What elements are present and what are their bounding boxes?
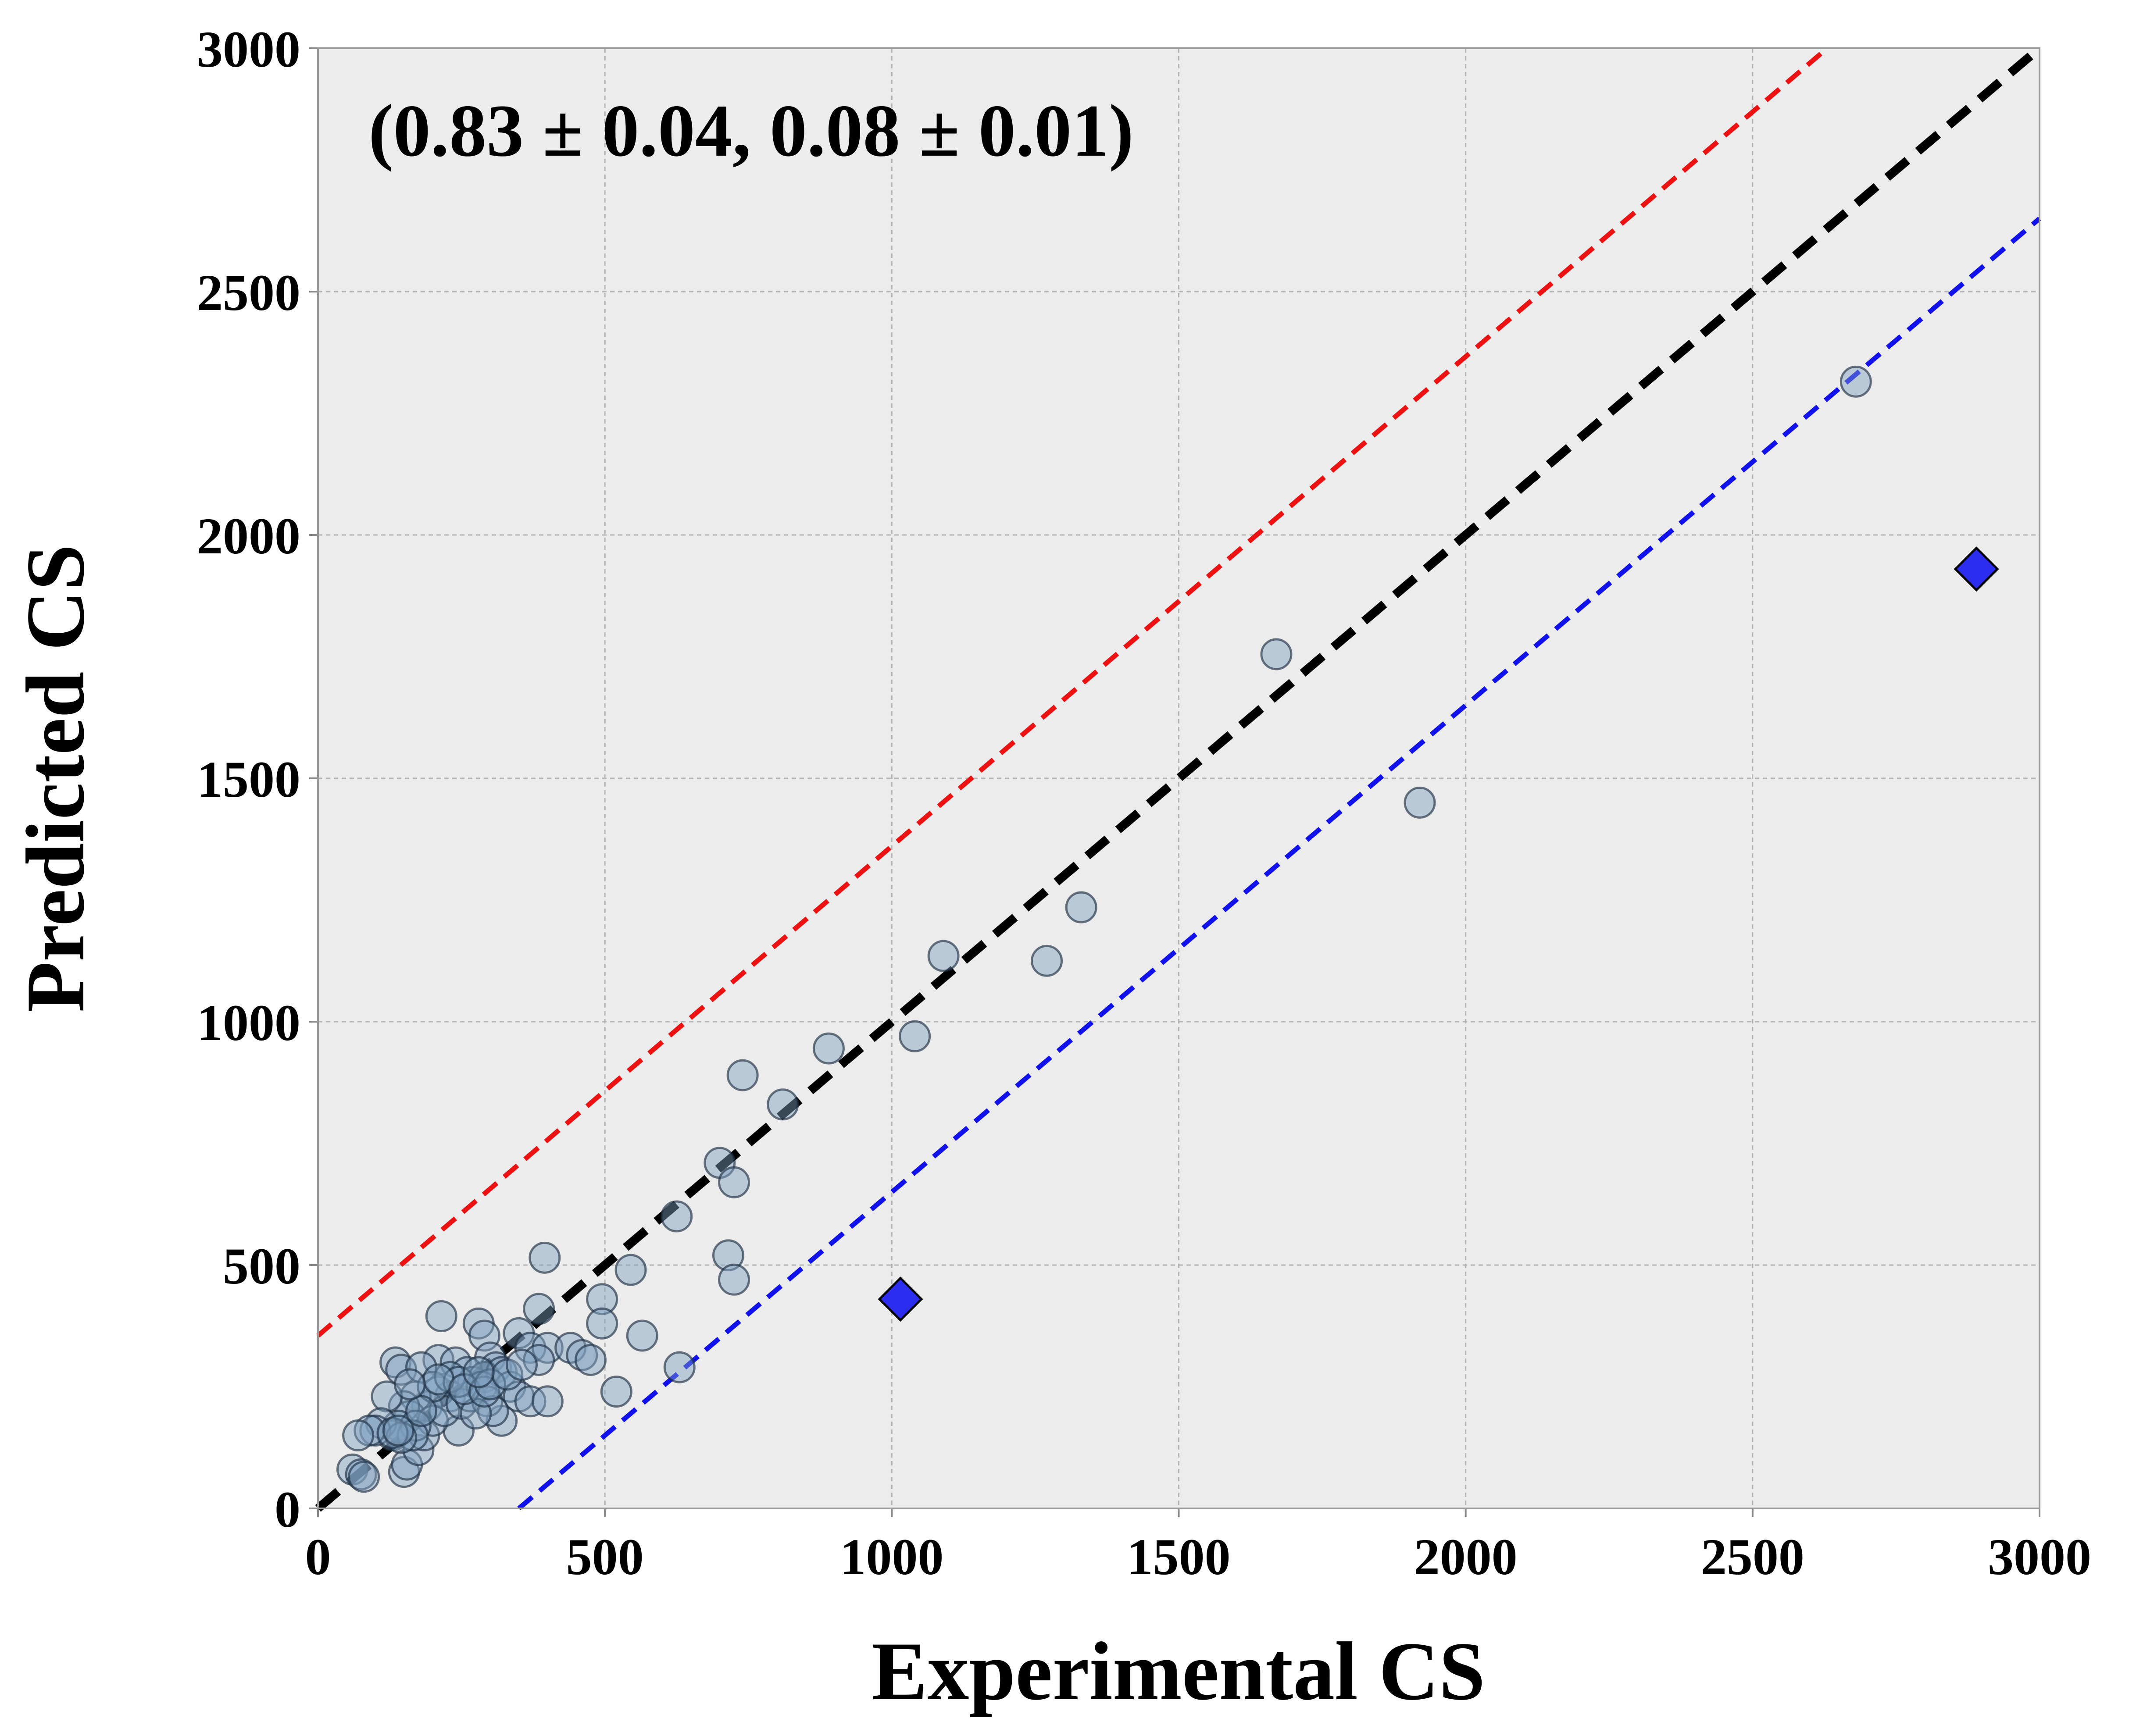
data-point [812, 1032, 845, 1065]
outlier-point [1954, 546, 1999, 592]
data-point [626, 1319, 658, 1352]
data-point [1404, 787, 1436, 819]
data-point [342, 1419, 375, 1451]
y-tick-label: 0 [275, 1481, 300, 1538]
data-point [505, 1349, 538, 1381]
identity-reference-line [315, 45, 2043, 1512]
lower-reference-line [517, 217, 2041, 1511]
x-tick-label: 2500 [1701, 1528, 1804, 1586]
data-point [586, 1307, 618, 1340]
y-tick-label: 1000 [197, 994, 300, 1052]
reference-lines [315, 45, 2043, 1512]
outlier-point [878, 1276, 923, 1322]
data-point [614, 1254, 647, 1286]
tick-labels: 0 500 1000 1500 2000 2500 3000 0 500 1000 1500 2000… [197, 21, 2091, 1586]
y-tick-label: 2500 [197, 264, 300, 321]
axes [309, 47, 2040, 1517]
data-point [663, 1351, 696, 1383]
plot-frame [317, 47, 2040, 1509]
data-point [474, 1368, 506, 1401]
data-point [927, 940, 960, 972]
data-point [718, 1263, 750, 1296]
y-tick-label: 2000 [197, 507, 300, 565]
data-point [531, 1385, 564, 1418]
data-point [1031, 945, 1063, 977]
x-tick-label: 1000 [840, 1528, 943, 1586]
data-point [574, 1344, 607, 1376]
data-point [1065, 891, 1097, 923]
data-point [514, 1385, 547, 1418]
data-point [726, 1059, 759, 1091]
y-tick-label: 1500 [197, 751, 300, 808]
x-tick-label: 500 [566, 1528, 644, 1586]
x-tick-label: 0 [305, 1528, 331, 1586]
x-tick-label: 2000 [1414, 1528, 1518, 1586]
y-tick-label: 3000 [197, 21, 300, 78]
data-point [405, 1395, 437, 1427]
data-point [899, 1020, 931, 1052]
data-point [462, 1356, 495, 1388]
data-point [382, 1414, 414, 1447]
upper-reference-line [316, 46, 1829, 1338]
data-point [712, 1239, 744, 1272]
data-point [1260, 638, 1293, 670]
annotation-text: (0.83 ± 0.04, 0.08 ± 0.01) [368, 89, 1134, 172]
data-point [718, 1166, 750, 1198]
data-point [425, 1300, 457, 1333]
data-point [529, 1241, 561, 1274]
data-point [586, 1283, 618, 1315]
data-points [336, 365, 1999, 1493]
data-point [393, 1368, 426, 1401]
y-axis-title: Predicted CS [10, 544, 102, 1012]
x-tick-label: 1500 [1127, 1528, 1231, 1586]
data-point [1840, 365, 1872, 398]
data-point [661, 1200, 693, 1233]
data-point [348, 1461, 380, 1493]
data-point [523, 1293, 555, 1325]
data-point [767, 1088, 799, 1121]
x-tick-label: 3000 [1988, 1528, 2091, 1586]
data-point [566, 1339, 598, 1371]
data-point [600, 1376, 632, 1408]
x-axis-title: Experimental CS [872, 1625, 1486, 1718]
y-tick-label: 500 [223, 1237, 300, 1295]
